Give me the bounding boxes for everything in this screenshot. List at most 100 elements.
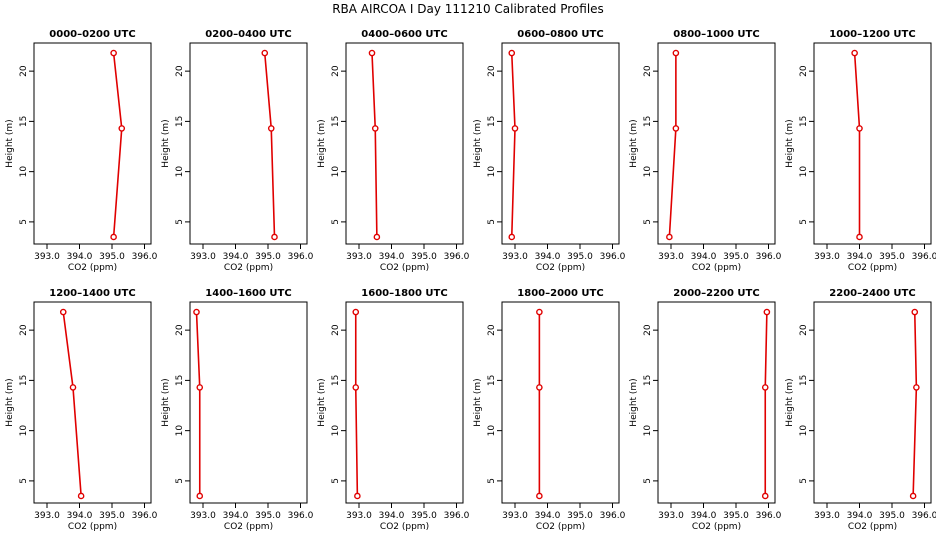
x-tick-label: 396.0 xyxy=(912,252,936,262)
x-tick-label: 393.0 xyxy=(190,511,216,521)
y-tick-label: 20 xyxy=(19,65,29,77)
x-tick-label: 395.0 xyxy=(567,511,593,521)
x-tick-label: 393.0 xyxy=(814,252,840,262)
plot-frame xyxy=(501,301,620,504)
y-tick-label: 15 xyxy=(487,116,497,127)
profile-point xyxy=(909,492,917,500)
x-tick-label: 396.0 xyxy=(912,511,936,521)
y-tick-label: 5 xyxy=(487,478,497,484)
y-tick-label: 20 xyxy=(487,324,497,336)
profile-line xyxy=(912,312,918,496)
profile-point xyxy=(508,233,516,241)
y-tick-label: 15 xyxy=(175,116,185,127)
y-axis-label: Height (m) xyxy=(785,378,795,426)
profile-point xyxy=(536,492,543,500)
profile-point xyxy=(110,233,117,241)
y-tick-label: 15 xyxy=(643,116,653,127)
y-axis-label: Height (m) xyxy=(785,119,795,167)
x-tick-label: 393.0 xyxy=(814,511,840,521)
y-tick-label: 15 xyxy=(799,116,809,127)
panel-title: 1600–1800 UTC xyxy=(361,288,447,299)
x-axis-label: CO2 (ppm) xyxy=(68,263,117,273)
plot-frame xyxy=(345,301,464,504)
x-tick-label: 394.0 xyxy=(67,252,93,262)
y-axis-label: Height (m) xyxy=(629,378,639,426)
x-tick-label: 395.0 xyxy=(99,252,125,262)
y-tick-label: 15 xyxy=(19,375,29,386)
chart-panel: 1400–1600 UTC 393.0 394.0 395.0 396.0 5 10 15 20… xyxy=(161,288,314,532)
profile-point xyxy=(851,49,858,57)
x-tick-label: 394.0 xyxy=(535,252,561,262)
x-tick-label: 395.0 xyxy=(411,252,437,262)
y-tick-label: 20 xyxy=(799,65,809,77)
y-tick-label: 5 xyxy=(643,219,653,225)
panel-title: 1200–1400 UTC xyxy=(49,288,135,299)
x-tick-label: 394.0 xyxy=(847,252,873,262)
profile-point xyxy=(196,384,204,391)
plot-frame xyxy=(33,301,152,504)
x-tick-label: 396.0 xyxy=(132,511,158,521)
profile-line xyxy=(112,52,123,238)
profile-point xyxy=(672,49,680,57)
x-tick-label: 393.0 xyxy=(502,511,528,521)
plot-frame xyxy=(189,301,308,504)
chart-panel: 0400–0600 UTC 393.0 394.0 395.0 396.0 5 10 15 20… xyxy=(317,29,470,273)
plot-frame xyxy=(189,42,308,245)
x-tick-label: 396.0 xyxy=(600,511,626,521)
profile-line xyxy=(764,312,768,496)
y-tick-label: 15 xyxy=(175,375,185,386)
chart-panel: 1600–1800 UTC 393.0 394.0 395.0 396.0 5 10 15 20… xyxy=(317,288,470,532)
y-tick-label: 5 xyxy=(643,478,653,484)
x-tick-label: 396.0 xyxy=(756,511,782,521)
x-tick-label: 395.0 xyxy=(255,252,281,262)
profile-point xyxy=(118,125,126,132)
profile-point xyxy=(271,233,278,241)
y-axis-label: Height (m) xyxy=(473,378,483,426)
profile-line xyxy=(263,52,276,237)
x-axis-label: CO2 (ppm) xyxy=(692,522,741,532)
y-tick-label: 15 xyxy=(19,116,29,127)
profile-line xyxy=(668,53,677,238)
y-tick-label: 10 xyxy=(643,425,653,437)
chart-panel: 0200–0400 UTC 393.0 394.0 395.0 396.0 5 10 15 20… xyxy=(161,29,314,273)
y-tick-label: 15 xyxy=(487,375,497,386)
profile-line xyxy=(371,53,378,237)
x-tick-label: 395.0 xyxy=(255,511,281,521)
y-tick-label: 10 xyxy=(487,425,497,437)
chart-panel: 0800–1000 UTC 393.0 394.0 395.0 396.0 5 10 15 20… xyxy=(629,29,782,273)
profile-point xyxy=(77,492,85,500)
x-tick-label: 395.0 xyxy=(411,511,437,521)
x-tick-label: 396.0 xyxy=(600,252,626,262)
profile-point xyxy=(672,125,680,132)
plot-frame xyxy=(501,42,620,245)
y-tick-label: 5 xyxy=(175,478,185,484)
profile-point xyxy=(536,384,543,391)
x-tick-label: 396.0 xyxy=(288,252,314,262)
panel-title: 1400–1600 UTC xyxy=(205,288,291,299)
x-tick-label: 395.0 xyxy=(879,252,905,262)
x-tick-label: 395.0 xyxy=(723,511,749,521)
x-tick-label: 393.0 xyxy=(34,511,60,521)
x-tick-label: 394.0 xyxy=(379,252,405,262)
profile-point xyxy=(536,308,543,316)
y-tick-label: 20 xyxy=(175,324,185,336)
y-tick-label: 15 xyxy=(331,116,341,127)
y-tick-label: 10 xyxy=(331,166,341,178)
x-tick-label: 396.0 xyxy=(444,252,470,262)
profile-point xyxy=(511,125,519,132)
y-axis-label: Height (m) xyxy=(317,119,327,167)
profile-point xyxy=(352,384,360,391)
y-tick-label: 20 xyxy=(799,324,809,336)
y-axis-label: Height (m) xyxy=(5,119,15,167)
plot-frame xyxy=(813,42,932,245)
panel-title: 0600–0800 UTC xyxy=(517,29,603,40)
profile-point xyxy=(267,125,275,132)
chart-panel: 1800–2000 UTC 393.0 394.0 395.0 396.0 5 10 15 20… xyxy=(473,288,626,532)
profile-point xyxy=(911,308,919,316)
y-tick-label: 5 xyxy=(19,478,29,484)
x-tick-label: 394.0 xyxy=(691,252,717,262)
x-axis-label: CO2 (ppm) xyxy=(536,522,585,532)
y-axis-label: Height (m) xyxy=(161,119,171,167)
